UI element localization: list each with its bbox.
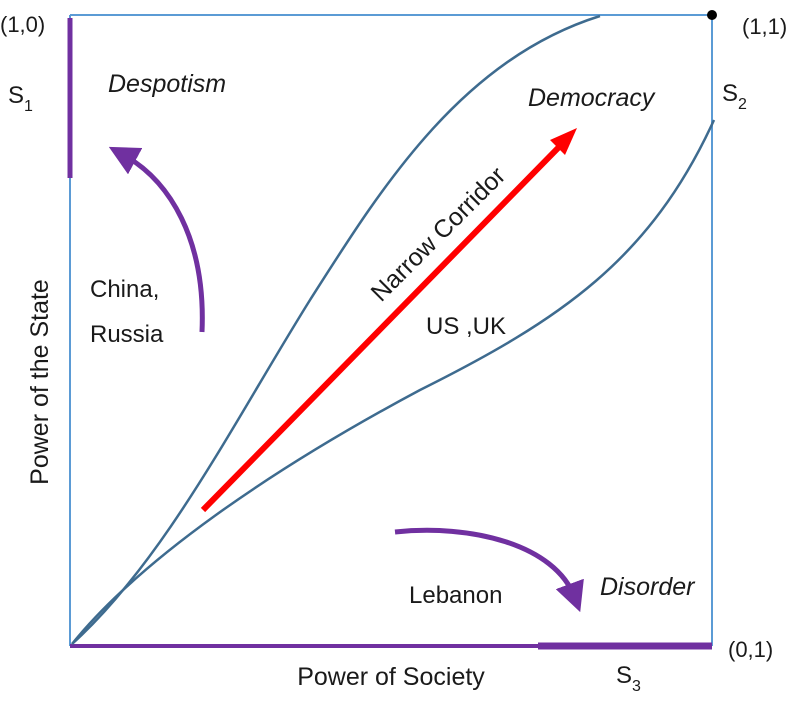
s3-label: S3 <box>616 662 641 695</box>
corridor-upper-curve <box>71 14 601 645</box>
corridor-lower-curve <box>71 119 716 645</box>
corridor-arrow-head <box>550 128 577 155</box>
y-axis-label: Power of the State <box>26 279 54 485</box>
despotism-label: Despotism <box>108 70 226 98</box>
corner-dot <box>707 10 717 20</box>
despotism-arrow <box>108 146 205 333</box>
disorder-arrow <box>394 527 584 613</box>
corridor-arrow-shaft <box>200 143 563 513</box>
russia-label: Russia <box>90 321 164 348</box>
us-uk-label: US ,UK <box>426 313 506 340</box>
lebanon-label: Lebanon <box>409 582 502 609</box>
corner-label-top-left: (1,0) <box>0 12 45 37</box>
corner-label-top-right: (1,1) <box>742 14 787 39</box>
corner-label-bottom-right: (0,1) <box>728 637 773 662</box>
disorder-label: Disorder <box>600 573 696 601</box>
x-axis-label: Power of Society <box>297 663 485 691</box>
china-label: China, <box>90 276 159 303</box>
s1-label: S1 <box>8 82 33 115</box>
democracy-label: Democracy <box>528 84 656 112</box>
s2-label: S2 <box>722 80 747 113</box>
